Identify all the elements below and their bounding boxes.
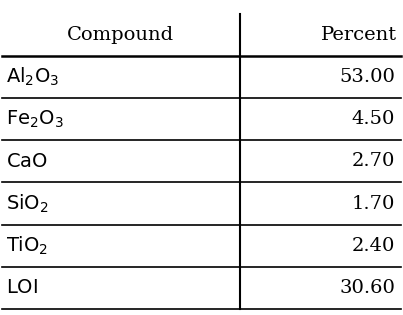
Text: 2.70: 2.70 [351, 152, 395, 170]
Text: 2.40: 2.40 [351, 237, 395, 255]
Text: Percent: Percent [321, 26, 397, 44]
Text: $\mathregular{CaO}$: $\mathregular{CaO}$ [6, 152, 48, 171]
Text: $\mathregular{LOI}$: $\mathregular{LOI}$ [6, 278, 38, 297]
Text: $\mathregular{TiO_2}$: $\mathregular{TiO_2}$ [6, 234, 48, 257]
Text: 4.50: 4.50 [351, 110, 395, 129]
Text: $\mathregular{Fe_2O_3}$: $\mathregular{Fe_2O_3}$ [6, 109, 64, 130]
Text: $\mathregular{Al_2O_3}$: $\mathregular{Al_2O_3}$ [6, 66, 59, 89]
Text: 1.70: 1.70 [351, 194, 395, 213]
Text: 30.60: 30.60 [339, 279, 395, 297]
Text: Compound: Compound [67, 26, 174, 44]
Text: $\mathregular{SiO_2}$: $\mathregular{SiO_2}$ [6, 192, 49, 215]
Text: 53.00: 53.00 [339, 68, 395, 86]
